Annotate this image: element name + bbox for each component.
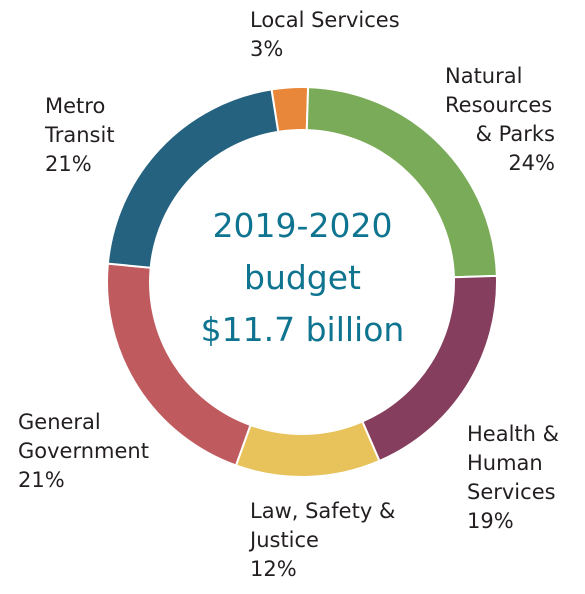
slice-label-line: & Parks bbox=[475, 122, 555, 146]
slice-label-health-human-services: Health & Human Services 19% bbox=[467, 420, 559, 536]
slice-value: 24% bbox=[508, 151, 555, 175]
donut-slice-3 bbox=[234, 420, 381, 478]
slice-label-line: Services bbox=[467, 480, 556, 504]
slice-label-metro-transit: Metro Transit 21% bbox=[45, 92, 115, 179]
slice-label-line: Justice bbox=[250, 528, 319, 552]
slice-label-line: Natural bbox=[445, 64, 523, 88]
slice-label-line: Government bbox=[18, 439, 149, 463]
slice-label-line: Transit bbox=[45, 123, 115, 147]
slice-value: 12% bbox=[250, 557, 297, 581]
slice-label-natural-resources: Natural Resources & Parks 24% bbox=[445, 62, 555, 178]
slice-label-line: Resources bbox=[445, 93, 553, 117]
donut-slice-5 bbox=[106, 88, 280, 269]
slice-label-line: Human bbox=[467, 451, 543, 475]
slice-label-law-safety-justice: Law, Safety & Justice 12% bbox=[250, 497, 395, 584]
slice-label-line: Local Services bbox=[250, 8, 400, 32]
slice-value: 21% bbox=[18, 468, 65, 492]
slice-label-line: Health & bbox=[467, 422, 560, 446]
center-title: 2019-2020 budget $11.7 billion bbox=[170, 200, 435, 356]
slice-label-line: Law, Safety & bbox=[250, 499, 396, 523]
center-line-2: budget bbox=[244, 258, 361, 297]
slice-value: 21% bbox=[45, 152, 92, 176]
center-line-1: 2019-2020 bbox=[212, 206, 393, 245]
slice-label-general-government: General Government 21% bbox=[18, 408, 149, 495]
slice-value: 19% bbox=[467, 509, 514, 533]
slice-label-line: General bbox=[18, 410, 101, 434]
center-line-3: $11.7 billion bbox=[200, 310, 405, 349]
slice-value: 3% bbox=[250, 37, 284, 61]
slice-label-line: Metro bbox=[45, 94, 106, 118]
slice-label-local-services: Local Services 3% bbox=[250, 6, 400, 64]
